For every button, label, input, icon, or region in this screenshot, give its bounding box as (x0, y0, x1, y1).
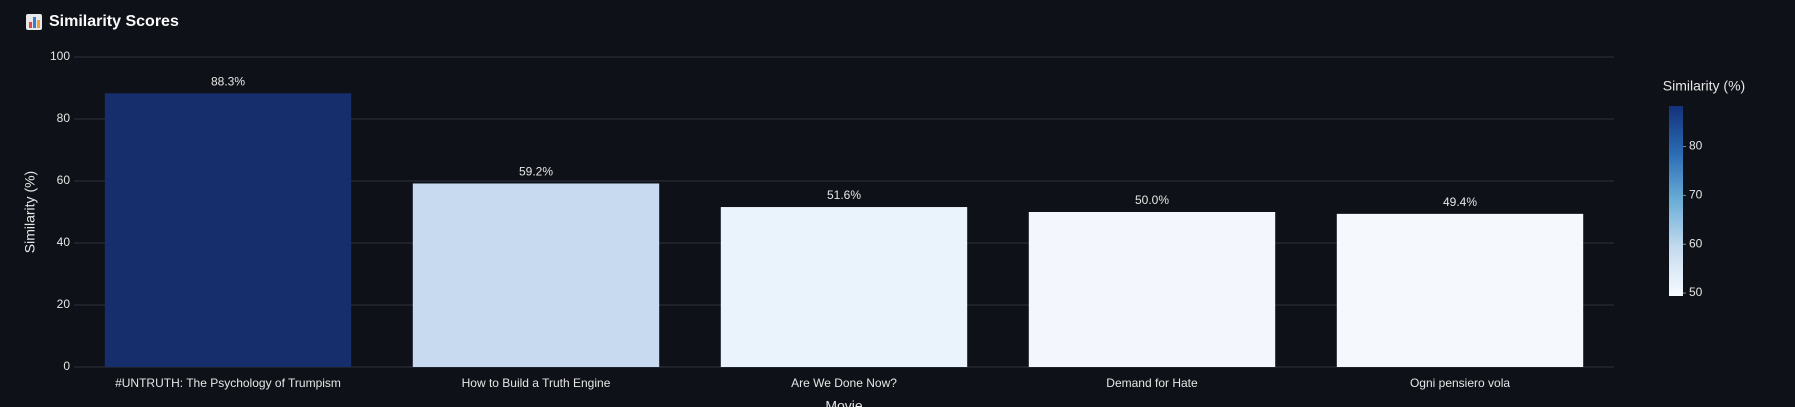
x-tick-label: Are We Done Now? (791, 376, 897, 390)
value-label: 51.6% (827, 188, 861, 202)
value-label: 59.2% (519, 165, 553, 179)
bar (720, 207, 968, 367)
bar (1028, 212, 1276, 367)
colorbar (1669, 106, 1683, 296)
colorbar-tick-label: 80 (1689, 139, 1703, 153)
colorbar-tick-label: 50 (1689, 285, 1703, 299)
bar (412, 183, 660, 367)
y-tick-label: 20 (57, 297, 71, 311)
bar (104, 93, 352, 368)
x-tick-label: How to Build a Truth Engine (462, 376, 611, 390)
colorbar-tick-label: 60 (1689, 236, 1703, 250)
bar (1336, 213, 1584, 367)
x-tick-label: Demand for Hate (1106, 376, 1198, 390)
value-label: 49.4% (1443, 195, 1477, 209)
colorbar-title: Similarity (%) (1663, 78, 1745, 94)
x-axis-title: Movie (825, 398, 863, 407)
y-tick-label: 0 (63, 359, 70, 373)
value-label: 50.0% (1135, 193, 1169, 207)
y-tick-label: 100 (50, 49, 70, 63)
y-tick-label: 40 (57, 235, 71, 249)
title-icon (26, 14, 42, 30)
y-tick-label: 80 (57, 111, 71, 125)
x-tick-label: #UNTRUTH: The Psychology of Trumpism (115, 376, 341, 390)
y-axis-title: Similarity (%) (22, 171, 38, 253)
value-label: 88.3% (211, 74, 245, 88)
x-tick-label: Ogni pensiero vola (1410, 376, 1510, 390)
chart-title: Similarity Scores (49, 13, 179, 30)
colorbar-tick-label: 70 (1689, 188, 1703, 202)
y-tick-label: 60 (57, 173, 71, 187)
